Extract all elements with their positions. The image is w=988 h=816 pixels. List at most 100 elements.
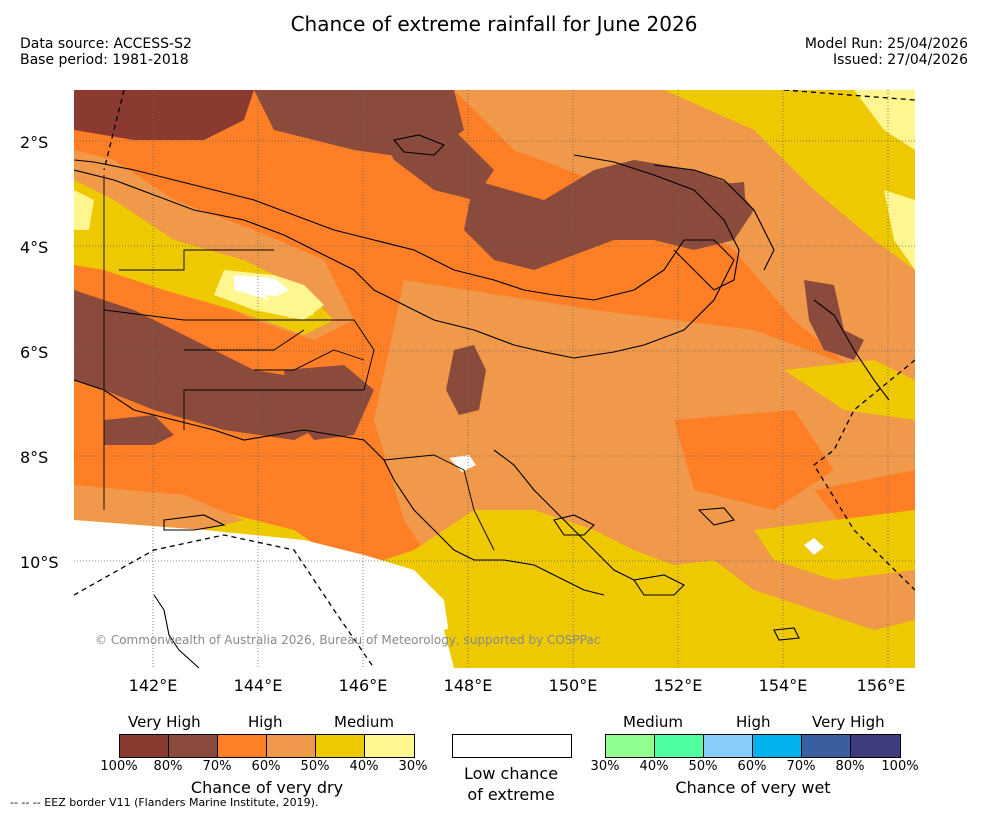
region-low-patch-east bbox=[449, 455, 476, 472]
region-very-high-ne-dry bbox=[464, 160, 754, 270]
region-high-light-sw bbox=[74, 485, 244, 530]
legend-wet-very-high: Very High bbox=[812, 713, 885, 731]
region-very-high-nw bbox=[74, 90, 254, 140]
eez-border-se bbox=[813, 359, 915, 591]
legend-wet-pct-50: 50% bbox=[688, 759, 718, 774]
eez-border-note: -- -- -- EEZ border V11 (Flanders Marine… bbox=[10, 796, 319, 809]
region-medium-light-west bbox=[74, 190, 94, 230]
region-medium-east bbox=[784, 360, 915, 420]
legend-low-caption: Low chance of extreme bbox=[440, 763, 582, 805]
legend-wet-pct-100: 100% bbox=[881, 759, 919, 774]
island-se-1 bbox=[553, 514, 595, 536]
island-se-2 bbox=[633, 574, 685, 596]
eez-borders bbox=[74, 90, 915, 668]
region-medium-se bbox=[754, 510, 915, 580]
province-border-east bbox=[383, 454, 495, 551]
legend-dry-medium: Medium bbox=[334, 713, 394, 731]
legend-wet-caption: Chance of very wet bbox=[675, 778, 831, 797]
legend-dry-pct-40: 40% bbox=[349, 759, 379, 774]
chart-title: Chance of extreme rainfall for June 2026 bbox=[290, 12, 698, 36]
swatch-dry-40-30 bbox=[365, 735, 414, 757]
legend-wet-high: High bbox=[736, 713, 771, 731]
lon-label-152e: 152°E bbox=[653, 676, 703, 695]
graticule bbox=[74, 90, 915, 668]
province-border-central bbox=[254, 349, 365, 371]
data-source: Data source: ACCESS-S2 bbox=[20, 36, 192, 52]
legend-wet-pct-60: 60% bbox=[737, 759, 767, 774]
new-ireland-coast bbox=[653, 164, 775, 271]
lat-label-4s: 4°S bbox=[20, 238, 49, 257]
swatch-wet-40-50 bbox=[655, 735, 704, 757]
lon-label-146e: 146°E bbox=[338, 676, 388, 695]
region-low-sw bbox=[74, 520, 454, 668]
legend-wet-pct-70: 70% bbox=[786, 759, 816, 774]
swatch-dry-100-80 bbox=[120, 735, 169, 757]
region-medium-light-patch bbox=[264, 295, 314, 318]
region-medium-light-ne bbox=[884, 190, 915, 270]
island-se-4 bbox=[773, 627, 800, 641]
region-very-high-east-patch bbox=[446, 345, 486, 415]
lon-label-154e: 154°E bbox=[758, 676, 808, 695]
region-medium-light-ne-corner bbox=[854, 90, 915, 150]
legend-dry-pct-50: 50% bbox=[300, 759, 330, 774]
legend-dry-swatches bbox=[119, 734, 415, 758]
legend-wet-swatches bbox=[605, 734, 901, 758]
legend-wet-pct-80: 80% bbox=[835, 759, 865, 774]
bougainville-coast bbox=[813, 299, 890, 401]
swatch-dry-50-40 bbox=[316, 735, 365, 757]
legend-dry-pct-100: 100% bbox=[100, 759, 138, 774]
province-border-west bbox=[103, 309, 375, 430]
swatch-dry-70-60 bbox=[218, 735, 267, 757]
legend-wet-medium: Medium bbox=[623, 713, 683, 731]
region-low-central-west bbox=[234, 275, 289, 300]
papuan-peninsula-coast bbox=[493, 449, 635, 581]
region-low-patch-se bbox=[804, 538, 824, 555]
legend-dry-caption: Chance of very dry bbox=[190, 778, 344, 797]
legend-dry-pct-80: 80% bbox=[153, 759, 183, 774]
swatch-wet-70-80 bbox=[802, 735, 851, 757]
run-info-block: Model Run: 25/04/2026 Issued: 27/04/2026 bbox=[805, 36, 968, 68]
new-britain-coast bbox=[573, 154, 740, 291]
region-medium-ne bbox=[664, 90, 915, 270]
swatch-wet-80-100 bbox=[851, 735, 900, 757]
legend-dry-pct-60: 60% bbox=[251, 759, 281, 774]
region-very-high-n-centre bbox=[374, 120, 494, 200]
legend-dry-very-high: Very High bbox=[128, 713, 201, 731]
lon-label-150e: 150°E bbox=[548, 676, 598, 695]
base-period: Base period: 1981-2018 bbox=[20, 52, 189, 68]
legend-dry-high: High bbox=[248, 713, 283, 731]
legend-wet-pct-30: 30% bbox=[590, 759, 620, 774]
swatch-dry-60-50 bbox=[267, 735, 316, 757]
legend-low-caption-line1: Low chance bbox=[463, 764, 559, 783]
lon-label-148e: 148°E bbox=[443, 676, 493, 695]
region-very-high-new-ireland bbox=[714, 182, 746, 212]
eez-border-ne bbox=[783, 90, 915, 101]
region-medium-bottom bbox=[444, 610, 634, 668]
torres-strait-islands bbox=[163, 514, 226, 531]
admin-borders bbox=[103, 175, 495, 551]
legend-dry-pct-70: 70% bbox=[202, 759, 232, 774]
region-very-high-sw-dry bbox=[104, 415, 174, 445]
legend-low-caption-line2: of extreme bbox=[467, 785, 555, 804]
eez-border-nw bbox=[103, 90, 125, 171]
rainfall-map bbox=[74, 90, 915, 668]
legend-wet-pct-40: 40% bbox=[639, 759, 669, 774]
province-border-highlands bbox=[184, 329, 305, 351]
lat-label-2s: 2°S bbox=[20, 133, 49, 152]
region-very-high-central-dry bbox=[284, 365, 374, 440]
legend-low-swatch bbox=[452, 734, 572, 758]
swatch-wet-30-40 bbox=[606, 735, 655, 757]
swatch-wet-50-60 bbox=[704, 735, 753, 757]
cape-york-coast bbox=[153, 594, 200, 668]
model-run: Model Run: 25/04/2026 bbox=[804, 36, 968, 52]
lon-label-142e: 142°E bbox=[128, 676, 178, 695]
legend-dry-pct-30: 30% bbox=[398, 759, 428, 774]
issued-date: Issued: 27/04/2026 bbox=[833, 52, 968, 68]
swatch-wet-60-70 bbox=[753, 735, 802, 757]
swatch-dry-80-70 bbox=[169, 735, 218, 757]
region-high-se-1 bbox=[674, 410, 834, 510]
lat-label-8s: 8°S bbox=[20, 448, 49, 467]
copyright-note: © Commonwealth of Australia 2026, Bureau… bbox=[95, 633, 601, 647]
lat-label-10s: 10°S bbox=[20, 553, 59, 572]
region-very-high-bougainville bbox=[804, 280, 864, 360]
